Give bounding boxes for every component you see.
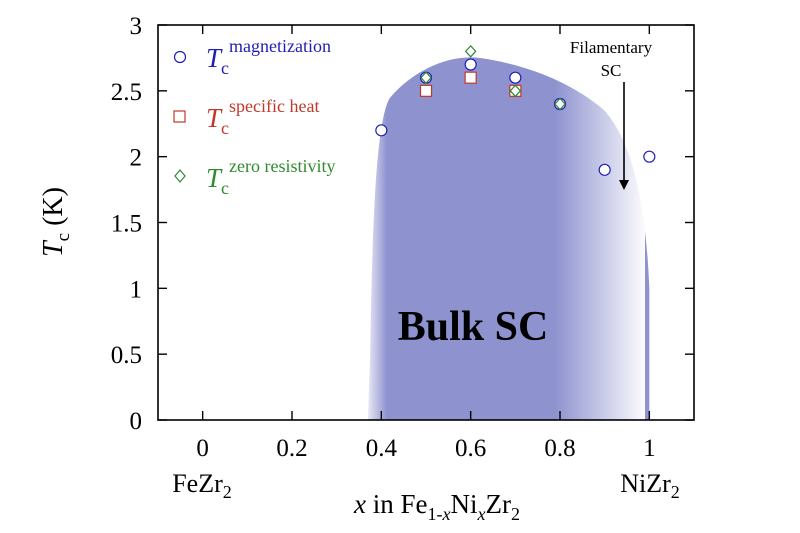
legend-symbol-sub: c <box>221 118 229 138</box>
x-tick-label: 0.6 <box>455 435 486 462</box>
magnetization-point <box>598 163 611 176</box>
annotation-line-2: SC <box>601 61 622 80</box>
legend-symbol-sub: c <box>221 58 229 78</box>
legend-symbol-sub: c <box>221 178 229 198</box>
x-end-label-left: FeZr2 <box>172 469 232 502</box>
legend-symbol-t: T <box>206 103 223 133</box>
legend-entry-specific-heat: Tcspecific heat <box>173 96 319 138</box>
legend-symbol-t: T <box>206 43 223 73</box>
zero-resistivity-point <box>420 71 432 85</box>
bulk-sc-left-edge-fade <box>363 25 387 420</box>
zero-resistivity-point <box>464 44 477 58</box>
y-axis-label-symbol: T <box>38 239 69 257</box>
specific-heat-point <box>419 84 433 97</box>
y-axis-label-subscript: c <box>53 233 74 241</box>
legend-marker-diamond <box>174 169 186 183</box>
legend-symbol-t: T <box>206 163 223 193</box>
y-tick-label: 0 <box>130 408 143 435</box>
x-end-label-right-sub: 2 <box>671 482 680 502</box>
y-axis-label-unit: (K) <box>38 187 69 233</box>
specific-heat-point <box>464 71 477 84</box>
magnetization-point <box>509 71 522 84</box>
magnetization-point <box>643 150 656 163</box>
x-end-label-right-main: NiZr <box>620 469 671 498</box>
x-axis-label-post: Zr <box>486 489 511 519</box>
region-label: Bulk SC <box>398 304 549 350</box>
x-axis-label-sub1-var: x <box>442 504 451 524</box>
svg-text:Tcmagnetization: Tcmagnetization <box>206 36 331 78</box>
x-tick-label: 0.8 <box>544 435 575 462</box>
x-axis-label: x in Fe1-xNixZr2 <box>353 489 520 524</box>
legend: Tcmagnetization Tcspecific heat Tczero r… <box>173 36 336 198</box>
x-axis-label-mid-var: x <box>477 504 486 524</box>
x-tick-label: 0.2 <box>276 435 307 462</box>
annotation-arrow-head <box>619 180 629 190</box>
filamentary-annotation: Filamentary SC <box>570 38 653 190</box>
x-end-label-left-sub: 2 <box>223 482 232 502</box>
zero-resistivity-point <box>554 97 566 111</box>
x-tick-label: 0.4 <box>366 435 398 462</box>
svg-text:Tcspecific heat: Tcspecific heat <box>206 96 319 138</box>
y-tick-label: 1.5 <box>111 211 142 238</box>
legend-entry-magnetization: Tcmagnetization <box>173 36 331 78</box>
x-axis-label-pre: in Fe <box>366 489 428 519</box>
x-axis-label-var: x <box>353 489 366 519</box>
bulk-sc-right-edge-fade <box>555 25 645 420</box>
y-tick-label: 2.5 <box>111 79 142 106</box>
y-tick-label: 1 <box>130 276 143 303</box>
y-tick-label: 3 <box>130 13 143 40</box>
annotation-line-1: Filamentary <box>570 38 653 57</box>
legend-entry-zero-resistivity: Tczero resistivity <box>174 156 336 198</box>
x-axis-label-sub2: 2 <box>511 504 520 524</box>
axis-ticks: 0 0.2 0.4 0.6 0.8 1 0 0.5 1 1.5 2 2.5 3 <box>111 13 694 462</box>
legend-marker-square <box>173 110 186 123</box>
x-end-label-right: NiZr2 <box>620 469 680 502</box>
x-tick-label: 1 <box>643 435 656 462</box>
data-points <box>375 44 656 176</box>
legend-label-magnetization: magnetization <box>229 36 331 56</box>
legend-label-specific-heat: specific heat <box>229 96 319 116</box>
y-tick-label: 2 <box>130 145 143 172</box>
svg-text:Tczero resistivity: Tczero resistivity <box>206 156 336 198</box>
magnetization-point <box>375 124 388 137</box>
y-axis-label: Tc (K) <box>38 187 74 257</box>
legend-marker-circle <box>173 50 187 64</box>
x-axis-label-mid: Ni <box>451 489 478 519</box>
legend-label-zero-resistivity: zero resistivity <box>229 156 335 176</box>
magnetization-point <box>464 58 477 71</box>
x-tick-label: 0 <box>196 435 209 462</box>
x-end-label-left-main: FeZr <box>172 469 223 498</box>
y-tick-label: 0.5 <box>111 342 142 369</box>
zero-resistivity-point <box>509 84 522 98</box>
x-axis-label-sub1: 1- <box>428 504 443 524</box>
